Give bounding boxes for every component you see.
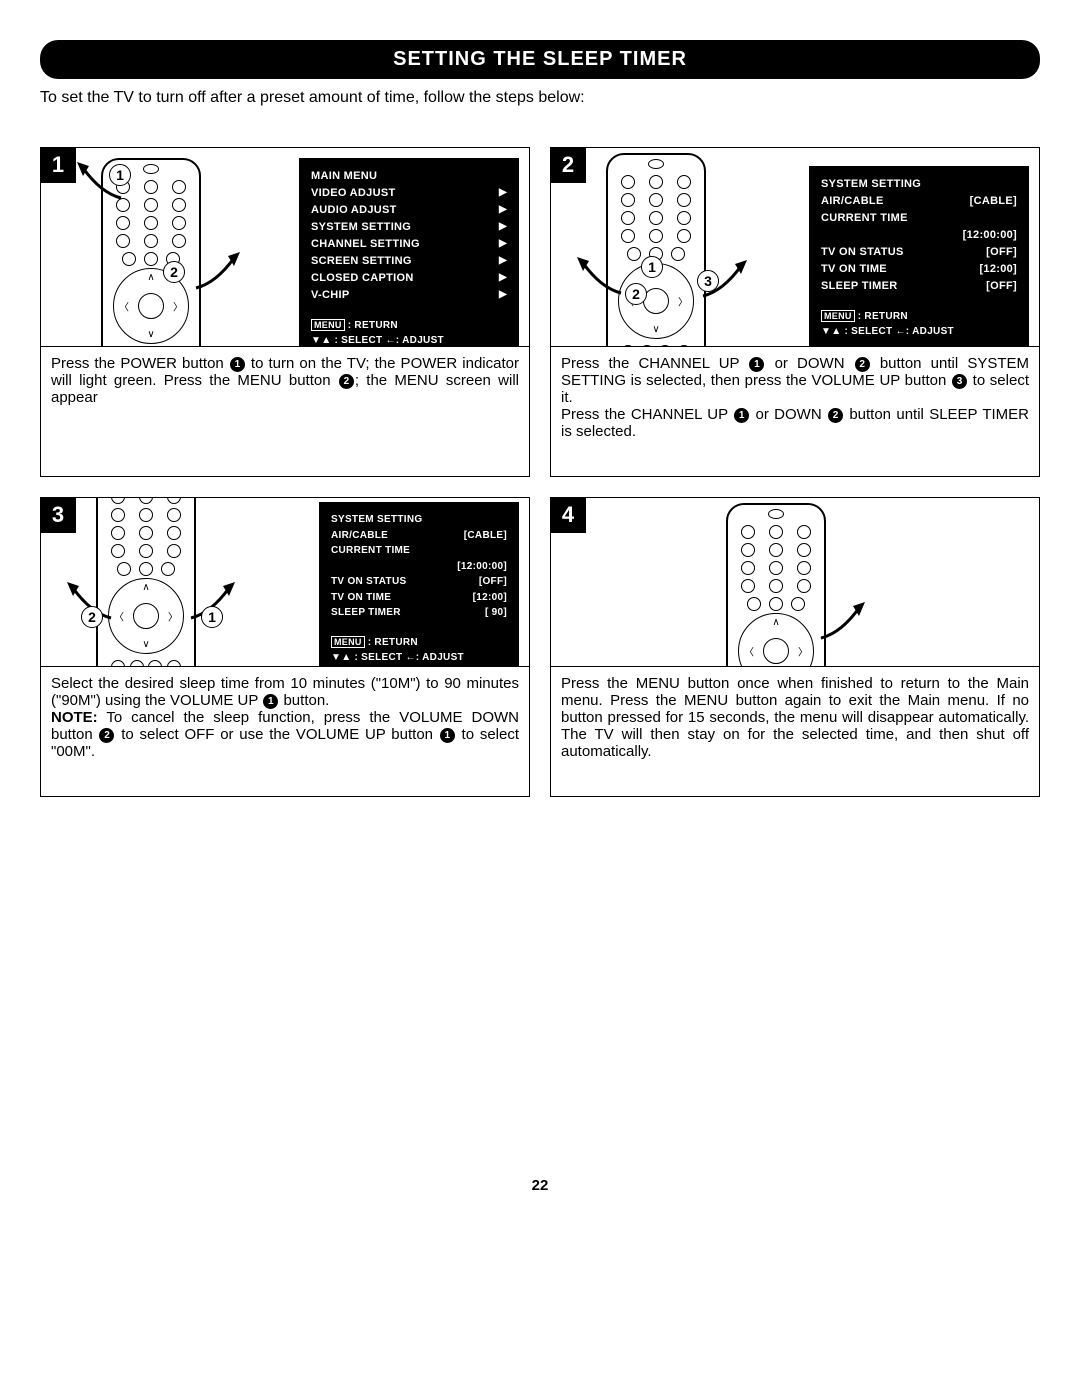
callout-1: 1 [201, 606, 223, 628]
callout-2: 2 [163, 261, 185, 283]
step-number: 1 [40, 147, 76, 183]
menu-title: SYSTEM SETTING [821, 176, 1017, 193]
menu-item: CHANNEL SETTING▶ [311, 236, 507, 253]
menu-item: TV ON TIME[12:00] [821, 261, 1017, 278]
menu-footer: MENU: RETURN ▼▲ : SELECT ←: ADJUST [821, 309, 1017, 339]
menu-item: AUDIO ADJUST▶ [311, 202, 507, 219]
menu-item: TV ON TIME[12:00] [331, 590, 507, 606]
system-setting-panel: SYSTEM SETTING AIR/CABLE[CABLE] CURRENT … [319, 502, 519, 667]
step-1-text: Press the POWER button 1 to turn on the … [40, 347, 530, 477]
menu-item: [12:00:00] [331, 559, 507, 575]
steps-grid: 1 ∧ ∨ 〈 [40, 147, 1040, 797]
menu-footer: MENU: RETURN ▼▲ : SELECT ←: ADJUST [311, 318, 507, 347]
step-number: 2 [550, 147, 586, 183]
step-1-illustration: 1 ∧ ∨ 〈 [40, 147, 530, 347]
menu-item: SLEEP TIMER[OFF] [821, 278, 1017, 295]
step-number: 3 [40, 497, 76, 533]
pointer-arrow-icon [811, 598, 871, 648]
pointer-arrow-icon [571, 253, 631, 303]
menu-item: CURRENT TIME [331, 543, 507, 559]
main-menu-panel: MAIN MENU VIDEO ADJUST▶ AUDIO ADJUST▶ SY… [299, 158, 519, 347]
callout-1: 1 [109, 164, 131, 186]
step-2-text: Press the CHANNEL UP 1 or DOWN 2 button … [550, 347, 1040, 477]
menu-item: SYSTEM SETTING▶ [311, 219, 507, 236]
callout-3: 3 [697, 270, 719, 292]
menu-footer: MENU: RETURN ▼▲ : SELECT ←: ADJUST [331, 635, 507, 665]
step-number: 4 [550, 497, 586, 533]
remote-diagram: ∧ ∨ 〈 〉 [601, 153, 711, 347]
page-number: 22 [40, 1177, 1040, 1194]
menu-item: SCREEN SETTING▶ [311, 253, 507, 270]
step-3-text: Select the desired sleep time from 10 mi… [40, 667, 530, 797]
menu-item: SLEEP TIMER[ 90] [331, 605, 507, 621]
callout-1: 1 [641, 256, 663, 278]
menu-item: VIDEO ADJUST▶ [311, 185, 507, 202]
step-2-illustration: 2 ∧ ∨ 〈 [550, 147, 1040, 347]
menu-item: CLOSED CAPTION▶ [311, 270, 507, 287]
step-3-illustration: 3 ∧ ∨ 〈 〉 [40, 497, 530, 667]
system-setting-panel: SYSTEM SETTING AIR/CABLE[CABLE] CURRENT … [809, 166, 1029, 347]
step-4-text: Press the MENU button once when finished… [550, 667, 1040, 797]
step-1: 1 ∧ ∨ 〈 [40, 147, 530, 477]
intro-text: To set the TV to turn off after a preset… [40, 89, 1040, 107]
step-4-illustration: 4 ∧ ∨ 〈 [550, 497, 1040, 667]
menu-item: V-CHIP▶ [311, 287, 507, 304]
menu-title: SYSTEM SETTING [331, 512, 507, 528]
step-3: 3 ∧ ∨ 〈 〉 [40, 497, 530, 797]
menu-item: [12:00:00] [821, 227, 1017, 244]
step-2: 2 ∧ ∨ 〈 [550, 147, 1040, 477]
menu-item: TV ON STATUS[OFF] [331, 574, 507, 590]
page-title: SETTING THE SLEEP TIMER [40, 40, 1040, 79]
callout-2: 2 [81, 606, 103, 628]
menu-title: MAIN MENU [311, 168, 507, 185]
menu-item: AIR/CABLE[CABLE] [331, 528, 507, 544]
menu-item: AIR/CABLE[CABLE] [821, 193, 1017, 210]
menu-item: TV ON STATUS[OFF] [821, 244, 1017, 261]
pointer-arrow-icon [186, 248, 246, 298]
step-4: 4 ∧ ∨ 〈 [550, 497, 1040, 797]
menu-item: CURRENT TIME [821, 210, 1017, 227]
callout-2: 2 [625, 283, 647, 305]
